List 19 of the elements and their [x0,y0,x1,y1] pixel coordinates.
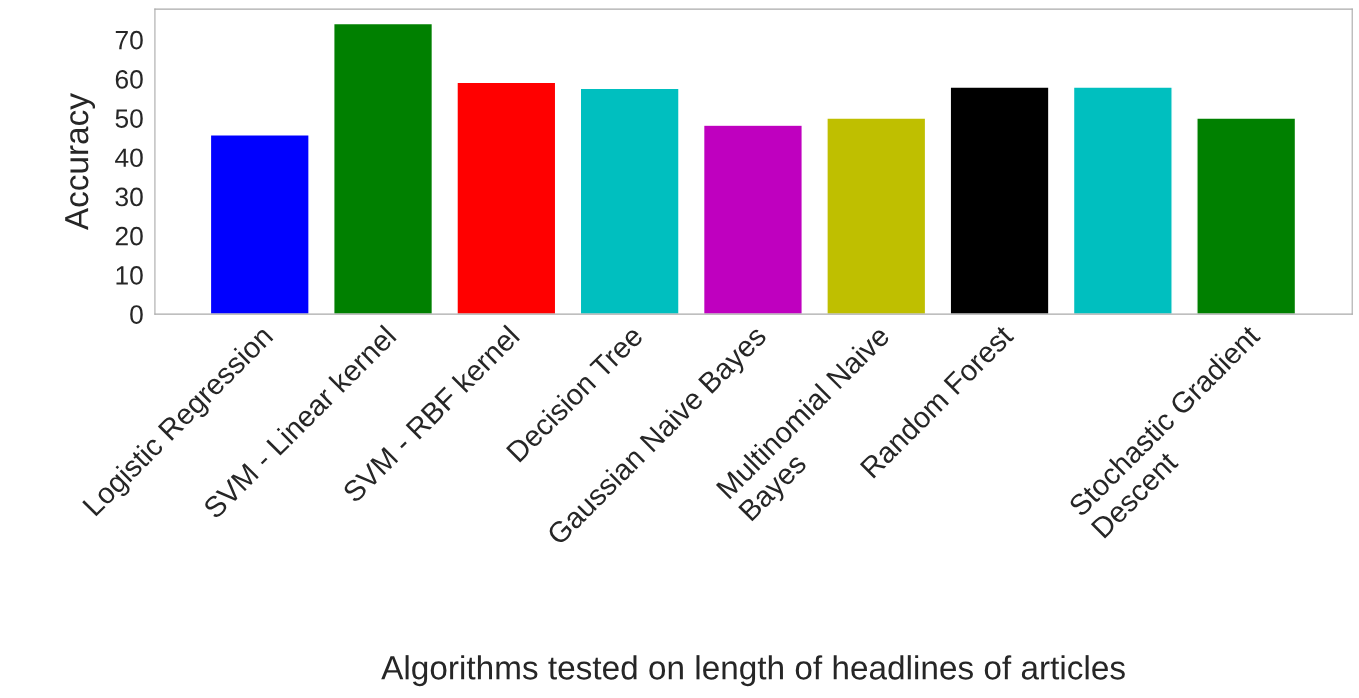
y-tick-label: 20 [115,226,143,246]
bar [949,86,1050,315]
x-axis-title: Algorithms tested on length of headlines of articles [381,655,1125,687]
bar [1072,86,1173,315]
bar [1196,117,1297,315]
y-tick-label: 50 [115,109,143,128]
y-axis-title: Accuracy [65,93,96,231]
y-tick-label: 0 [130,305,143,324]
bar [702,124,803,315]
y-tick-label: 70 [115,30,143,50]
y-tick-label: 40 [115,148,143,168]
y-tick-label: 30 [115,187,143,207]
bar [579,87,680,315]
y-tick-label: 10 [116,266,143,285]
y-tick-label: 60 [115,70,143,89]
bar [826,117,927,315]
bar [209,134,310,315]
bar [333,22,434,315]
bar [456,81,557,315]
